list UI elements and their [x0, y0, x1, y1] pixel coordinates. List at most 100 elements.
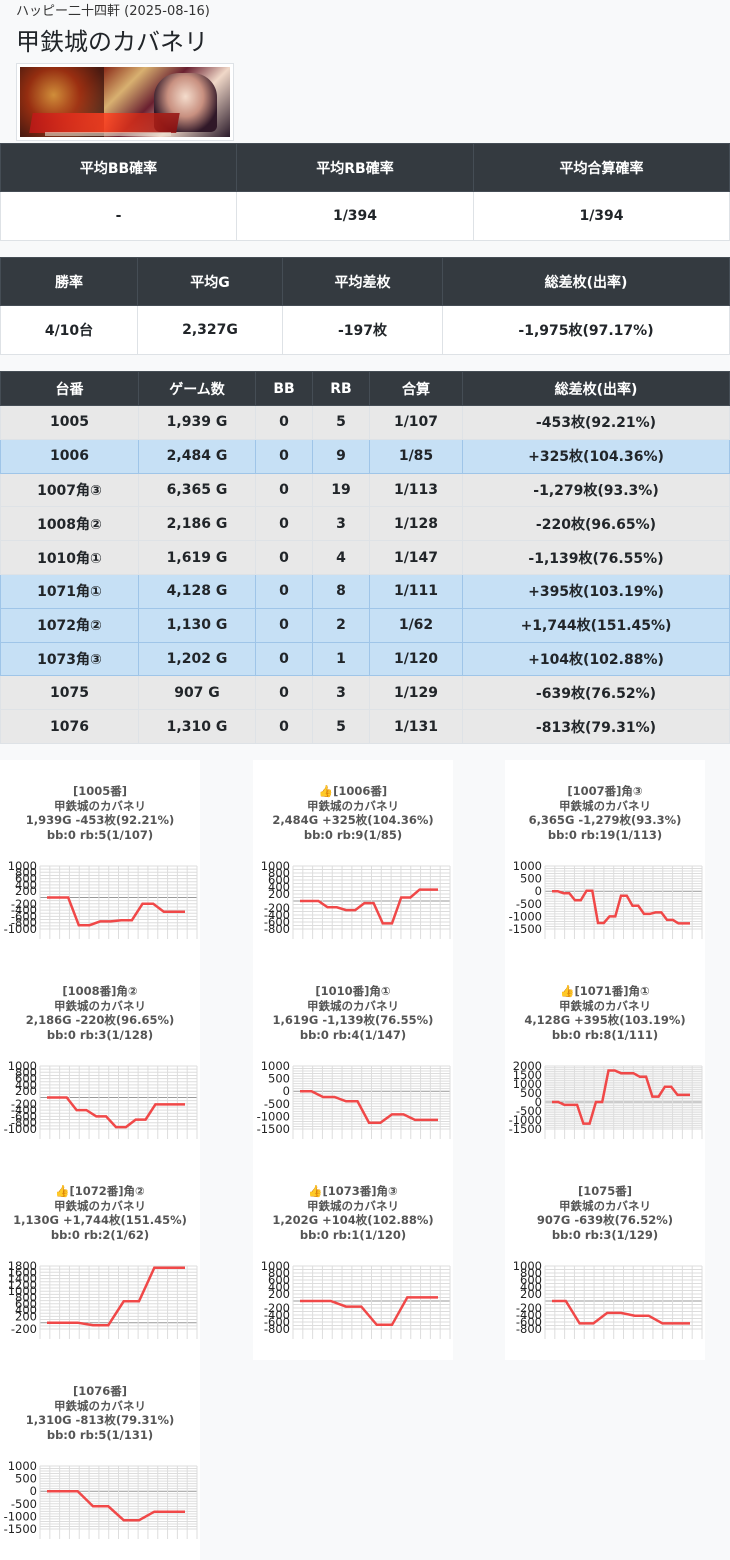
table-row: 1072角② 1,130 G 0 2 1/62 +1,744枚(151.45%) — [0, 607, 730, 643]
avg-bb-header: 平均BB確率 — [0, 143, 237, 192]
table-cell: 0 — [255, 506, 313, 542]
y-tick-label: -1500 — [509, 1122, 542, 1136]
y-tick-label: 0 — [283, 1084, 290, 1098]
table-row: 1006 2,484 G 0 9 1/85 +325枚(104.36%) — [0, 438, 730, 474]
avg-diff-value: -197枚 — [282, 305, 443, 355]
table-cell: 1/120 — [369, 641, 463, 677]
table-cell: -220枚(96.65%) — [462, 506, 730, 542]
chart-caption-line: 甲鉄城のカバネリ — [559, 998, 651, 1013]
table-cell: 1,202 G — [138, 641, 256, 677]
table-cell: 1008角② — [0, 506, 139, 542]
table-cell: 1076 — [0, 709, 139, 744]
chart-caption-line: [1007番]角③ — [567, 784, 643, 798]
slump-chart-card: 👍[1071番]角① 甲鉄城のカバネリ 4,128G +395枚(103.19%) b… — [505, 960, 705, 1160]
y-tick-label: 1000 — [8, 859, 37, 873]
chart-caption: 👍[1006番] 甲鉄城のカバネリ 2,484G +325枚(104.36%) bb:… — [253, 784, 453, 842]
chart-caption-line: [1005番] — [72, 784, 128, 798]
col-rb: RB — [312, 371, 370, 406]
avg-games-value: 2,327G — [137, 305, 283, 355]
y-tick-label: -1000 — [509, 1113, 542, 1127]
y-tick-label: -800 — [264, 922, 290, 936]
chart-caption-line: 1,619G -1,139枚(76.55%) — [272, 1013, 434, 1027]
table-cell: 1/113 — [369, 472, 463, 508]
y-tick-label: -400 — [11, 1103, 37, 1117]
table-cell: -1,279枚(93.3%) — [462, 472, 730, 508]
chart-caption-line: bb:0 rb:5(1/107) — [46, 827, 154, 842]
series-line — [47, 896, 185, 927]
chart-caption: [1010番]角① 甲鉄城のカバネリ 1,619G -1,139枚(76.55%) b… — [253, 984, 453, 1042]
table-cell: +325枚(104.36%) — [462, 438, 730, 474]
y-tick-label: 1000 — [8, 1284, 37, 1298]
series-line — [47, 1489, 185, 1522]
table-cell: -453枚(92.21%) — [462, 405, 730, 440]
table-cell: 4,128 G — [138, 573, 256, 609]
table-cell: 3 — [312, 506, 370, 542]
y-tick-label: 800 — [15, 1291, 37, 1305]
table-cell: 2,186 G — [138, 506, 256, 542]
table-cell: 1 — [312, 641, 370, 677]
table-cell: +395枚(103.19%) — [462, 573, 730, 609]
chart-caption-line: 1,130G +1,744枚(151.45%) — [13, 1213, 187, 1227]
slump-chart-card: [1005番] 甲鉄城のカバネリ 1,939G -453枚(92.21%) bb:0 … — [0, 760, 200, 960]
y-tick-label: 1000 — [261, 859, 290, 873]
y-tick-label: -400 — [11, 903, 37, 917]
chart-caption-line: 甲鉄城のカバネリ — [559, 1198, 651, 1213]
table-cell: 0 — [255, 540, 313, 575]
table-row: 1007角③ 6,365 G 0 19 1/113 -1,279枚(93.3%) — [0, 472, 730, 508]
chart-caption-line: [1010番]角① — [315, 984, 391, 998]
y-tick-label: 400 — [15, 878, 37, 892]
avg-diff-header: 平均差枚 — [282, 257, 443, 306]
y-tick-label: 600 — [15, 872, 37, 886]
y-tick-label: -1000 — [509, 909, 542, 923]
y-tick-label: -500 — [516, 897, 542, 911]
y-tick-label: 1000 — [261, 1059, 290, 1073]
table-cell: 1/62 — [369, 607, 463, 643]
chart-caption-line: 2,186G -220枚(96.65%) — [25, 1013, 175, 1027]
y-tick-label: -1500 — [509, 922, 542, 936]
chart-caption-line: bb:0 rb:2(1/62) — [50, 1227, 150, 1242]
y-tick-label: 1200 — [8, 1278, 37, 1292]
chart-caption-line: [1008番]角② — [62, 984, 138, 998]
chart-caption-line: 2,484G +325枚(104.36%) — [272, 813, 434, 827]
y-tick-label: -200 — [264, 1301, 290, 1315]
y-tick-label: 800 — [520, 1266, 542, 1280]
y-tick-label: 200 — [15, 1084, 37, 1098]
y-tick-label: -600 — [11, 909, 37, 923]
chart-caption: 👍[1072番]角② 甲鉄城のカバネリ 1,130G +1,744枚(151.45%… — [0, 1184, 200, 1242]
table-cell: 1,619 G — [138, 540, 256, 575]
slump-chart-card: 👍[1073番]角③ 甲鉄城のカバネリ 1,202G +104枚(102.88%) b… — [253, 1160, 453, 1360]
y-tick-label: 800 — [268, 866, 290, 880]
table-row: 1075 907 G 0 3 1/129 -639枚(76.52%) — [0, 675, 730, 711]
table-row: 1008角② 2,186 G 0 3 1/128 -220枚(96.65%) — [0, 506, 730, 542]
chart-caption: [1008番]角② 甲鉄城のカバネリ 2,186G -220枚(96.65%) bb:… — [0, 984, 200, 1042]
table-cell: 1,130 G — [138, 607, 256, 643]
table-cell: +104枚(102.88%) — [462, 641, 730, 677]
col-machine-number: 台番 — [0, 371, 139, 406]
table-cell: 0 — [255, 472, 313, 508]
chart-caption-line: bb:0 rb:8(1/111) — [551, 1027, 659, 1042]
chart-caption-line: bb:0 rb:3(1/128) — [46, 1027, 154, 1042]
y-tick-label: 500 — [268, 1072, 290, 1086]
series-line — [47, 1096, 185, 1129]
table-cell: 0 — [255, 709, 313, 744]
chart-caption-line: 1,310G -813枚(79.31%) — [25, 1413, 175, 1427]
slump-chart-card: [1076番] 甲鉄城のカバネリ 1,310G -813枚(79.31%) bb:0 … — [0, 1360, 200, 1560]
chart-caption-line: 👍[1073番]角③ — [308, 1184, 398, 1198]
y-tick-label: 200 — [268, 887, 290, 901]
series-line — [552, 1299, 690, 1325]
y-tick-label: 1000 — [8, 1459, 37, 1473]
table-cell: 19 — [312, 472, 370, 508]
y-tick-label: 400 — [268, 1280, 290, 1294]
y-tick-label: -1500 — [257, 1122, 290, 1136]
table-cell: 1005 — [0, 405, 139, 440]
table-cell: 1/128 — [369, 506, 463, 542]
table-cell: 9 — [312, 438, 370, 474]
table-cell: 1072角② — [0, 607, 139, 643]
table-cell: 907 G — [138, 675, 256, 711]
table-cell: 0 — [255, 573, 313, 609]
y-tick-label: 1500 — [513, 1068, 542, 1082]
